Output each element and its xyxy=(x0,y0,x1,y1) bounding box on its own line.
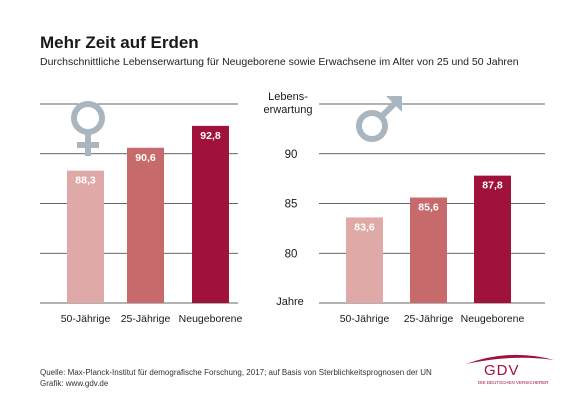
bar xyxy=(474,175,511,303)
bar xyxy=(346,217,383,303)
credit-note: Grafik: www.gdv.de xyxy=(40,379,109,388)
category-label: 25-Jährige xyxy=(404,313,454,325)
bar-value-label: 92,8 xyxy=(200,130,221,142)
axis-label-top-2: erwartung xyxy=(264,104,313,116)
bar-value-label: 88,3 xyxy=(75,175,96,187)
bar-value-label: 87,8 xyxy=(482,180,503,192)
category-label: 50-Jährige xyxy=(61,313,111,325)
gdv-logo xyxy=(466,354,554,364)
bars xyxy=(67,125,511,303)
labels: 88,3 50-Jährige 90,6 25-Jährige 92,8 Neugebor… xyxy=(61,130,525,325)
axis-label-top-1: Lebens- xyxy=(268,91,308,103)
female-symbol-icon xyxy=(71,101,105,156)
bar xyxy=(192,125,229,303)
category-label: Neugeborene xyxy=(461,313,525,325)
chart-title: Mehr Zeit auf Erden xyxy=(40,33,199,52)
logo-subtext: DIE DEUTSCHEN VERSICHERER xyxy=(478,380,549,385)
bar-value-label: 90,6 xyxy=(135,152,156,164)
axis-ticks: 90 85 80 xyxy=(285,149,298,261)
logo-text: GDV xyxy=(484,362,520,379)
bar xyxy=(67,170,104,303)
bar-value-label: 85,6 xyxy=(418,202,439,214)
bar xyxy=(127,147,164,303)
tick-label: 90 xyxy=(285,149,298,161)
tick-label: 85 xyxy=(285,199,298,211)
chart-subtitle: Durchschnittliche Lebenserwartung für Ne… xyxy=(40,56,519,68)
male-symbol-icon xyxy=(356,96,402,142)
bar-value-label: 83,6 xyxy=(354,221,375,233)
tick-label: 80 xyxy=(285,248,298,260)
bar xyxy=(410,197,447,303)
axis-label-bottom: Jahre xyxy=(276,296,304,308)
category-label: 25-Jährige xyxy=(121,313,171,325)
source-note: Quelle: Max-Planck-Institut für demograf… xyxy=(40,368,432,377)
category-label: 50-Jährige xyxy=(340,313,390,325)
category-label: Neugeborene xyxy=(179,313,243,325)
